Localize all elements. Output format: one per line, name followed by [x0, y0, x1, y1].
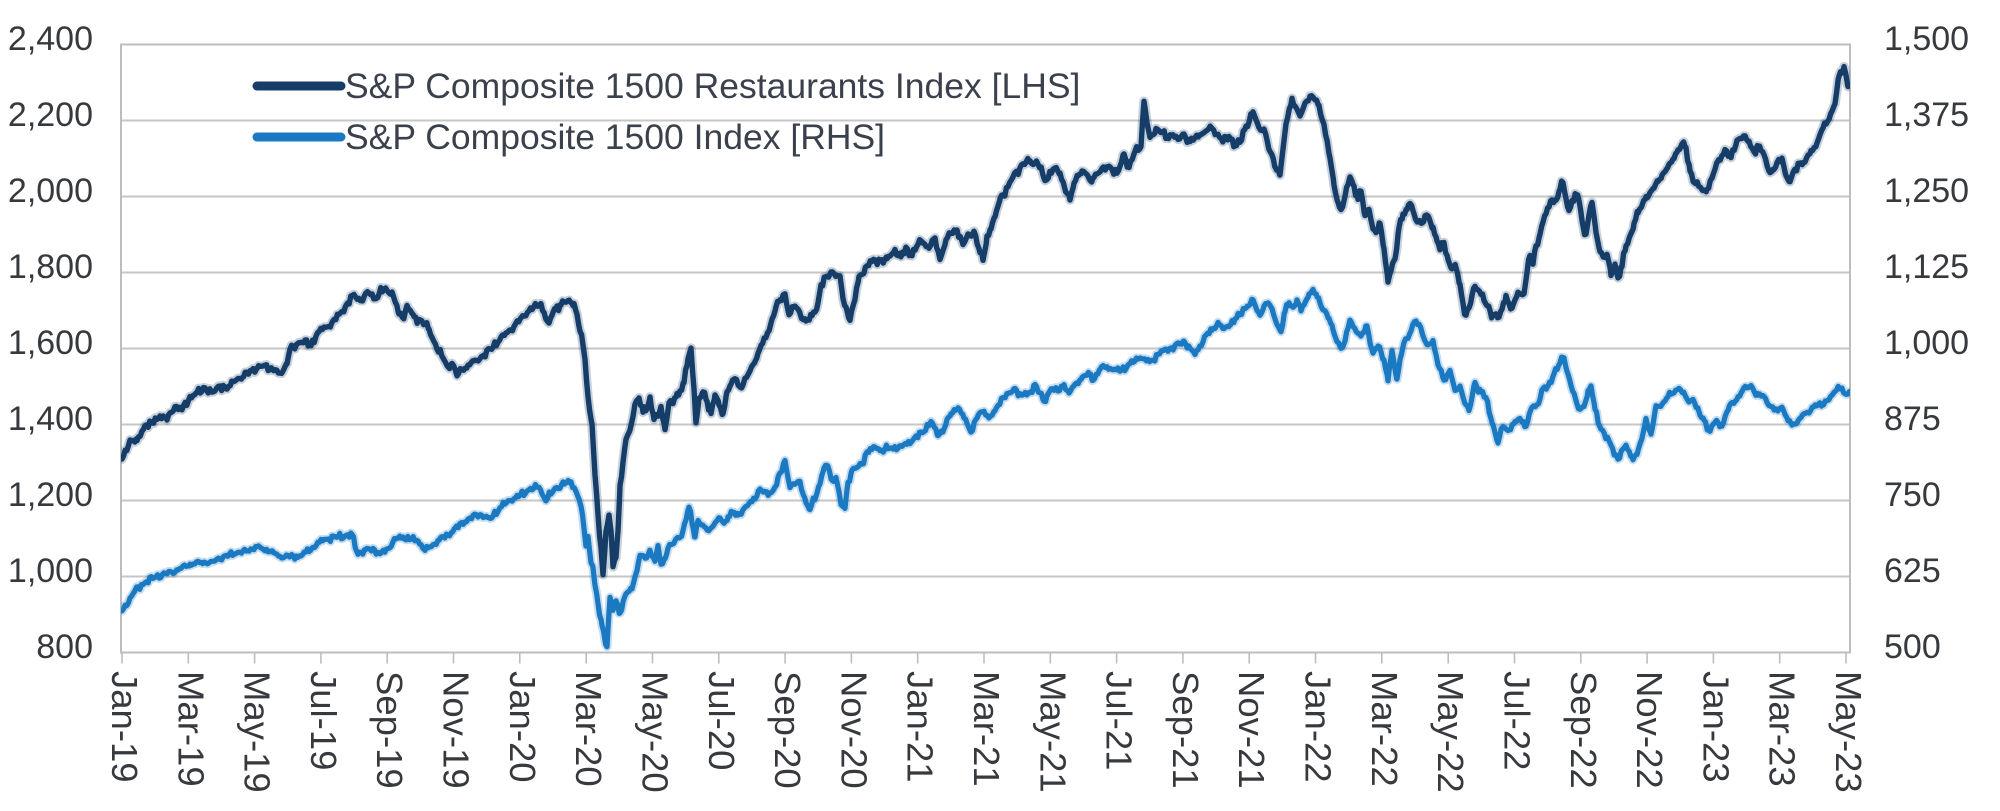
svg-text:Mar-21: Mar-21	[966, 671, 1007, 787]
svg-text:May-19: May-19	[237, 671, 278, 793]
svg-text:S&P Composite 1500 Index [RHS]: S&P Composite 1500 Index [RHS]	[345, 117, 885, 157]
svg-text:Sep-22: Sep-22	[1563, 671, 1604, 789]
svg-text:Jan-23: Jan-23	[1695, 671, 1736, 783]
svg-text:Jan-20: Jan-20	[502, 671, 543, 783]
svg-text:1,800: 1,800	[8, 248, 93, 286]
svg-text:Sep-21: Sep-21	[1165, 671, 1206, 789]
svg-text:1,125: 1,125	[1884, 248, 1969, 286]
svg-text:800: 800	[36, 628, 93, 666]
svg-text:2,400: 2,400	[8, 20, 93, 58]
svg-text:Mar-23: Mar-23	[1762, 671, 1803, 787]
svg-text:May-23: May-23	[1828, 671, 1869, 793]
svg-text:Mar-19: Mar-19	[170, 671, 211, 787]
svg-text:Jan-21: Jan-21	[900, 671, 941, 783]
svg-text:875: 875	[1884, 400, 1941, 438]
svg-text:1,000: 1,000	[1884, 324, 1969, 362]
svg-text:S&P Composite 1500 Restaurants: S&P Composite 1500 Restaurants Index [LH…	[345, 66, 1080, 106]
svg-text:750: 750	[1884, 476, 1941, 514]
svg-text:Jul-20: Jul-20	[701, 671, 742, 770]
svg-text:1,200: 1,200	[8, 476, 93, 514]
svg-text:1,000: 1,000	[8, 552, 93, 590]
svg-text:Jul-22: Jul-22	[1497, 671, 1538, 770]
svg-text:Mar-20: Mar-20	[568, 671, 609, 787]
svg-text:Jul-19: Jul-19	[303, 671, 344, 770]
svg-text:May-20: May-20	[635, 671, 676, 793]
svg-text:Sep-19: Sep-19	[369, 671, 410, 789]
svg-text:2,000: 2,000	[8, 172, 93, 210]
svg-text:2,200: 2,200	[8, 96, 93, 134]
svg-text:Jan-22: Jan-22	[1298, 671, 1339, 783]
svg-text:Nov-21: Nov-21	[1231, 671, 1272, 789]
svg-text:1,600: 1,600	[8, 324, 93, 362]
svg-text:1,250: 1,250	[1884, 172, 1969, 210]
svg-text:Jan-19: Jan-19	[104, 671, 145, 783]
svg-text:Mar-22: Mar-22	[1364, 671, 1405, 787]
svg-text:Nov-19: Nov-19	[436, 671, 477, 789]
svg-text:1,500: 1,500	[1884, 20, 1969, 58]
svg-text:1,400: 1,400	[8, 400, 93, 438]
svg-text:Nov-22: Nov-22	[1629, 671, 1670, 789]
svg-text:Jul-21: Jul-21	[1099, 671, 1140, 770]
svg-text:1,375: 1,375	[1884, 96, 1969, 134]
svg-text:May-21: May-21	[1032, 671, 1073, 793]
svg-text:Sep-20: Sep-20	[767, 671, 808, 789]
svg-text:Nov-20: Nov-20	[833, 671, 874, 789]
svg-text:May-22: May-22	[1430, 671, 1471, 793]
svg-text:625: 625	[1884, 552, 1941, 590]
svg-text:500: 500	[1884, 628, 1941, 666]
